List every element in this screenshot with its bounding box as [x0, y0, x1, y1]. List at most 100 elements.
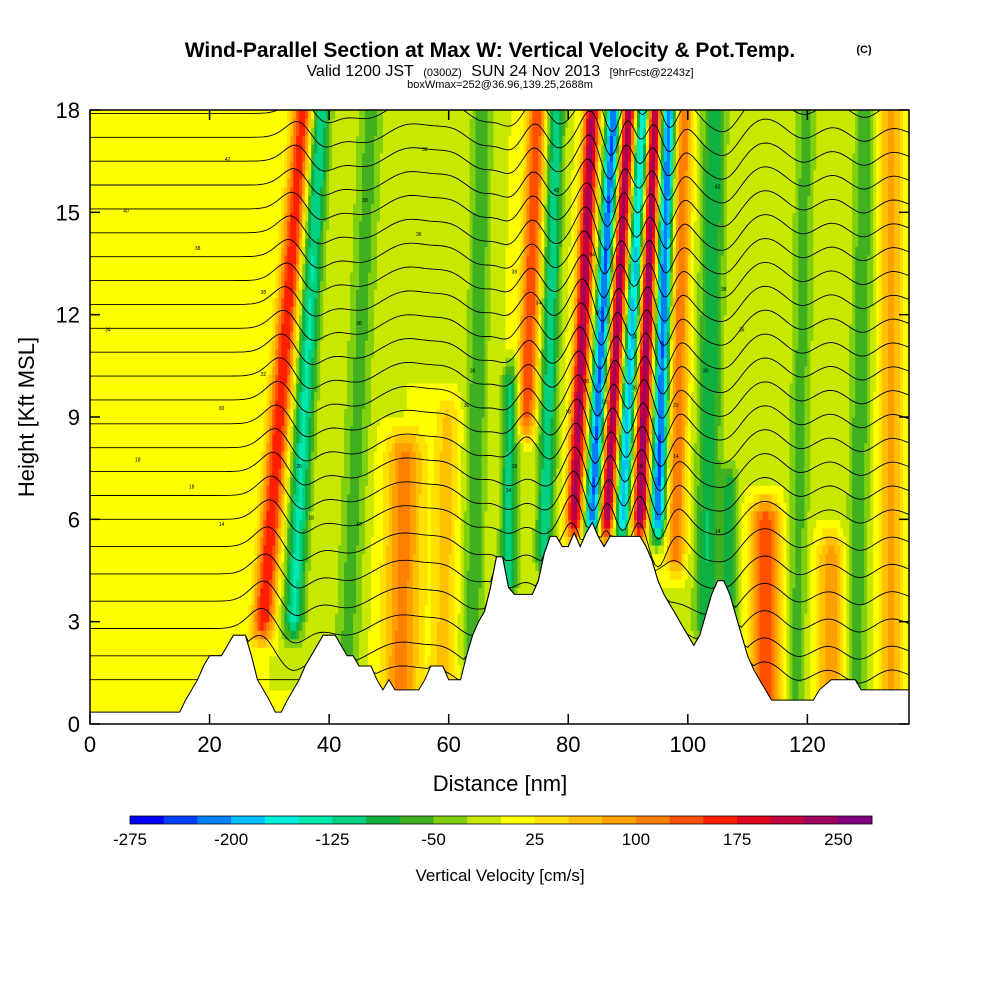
velocity-cell [113, 681, 118, 691]
velocity-cell [179, 476, 184, 486]
velocity-cell [137, 544, 142, 555]
velocity-cell [185, 647, 190, 657]
velocity-cell [167, 144, 172, 154]
velocity-cell [215, 220, 220, 230]
velocity-cell [221, 118, 226, 128]
velocity-cell [203, 178, 208, 188]
velocity-cell [92, 178, 97, 188]
velocity-cell [152, 434, 157, 444]
velocity-cell [218, 417, 223, 427]
velocity-cell [209, 493, 214, 503]
velocity-cell [239, 135, 244, 145]
velocity-cell [161, 570, 166, 580]
velocity-cell [146, 604, 151, 614]
velocity-cell [185, 519, 190, 529]
velocity-cell [143, 638, 148, 648]
velocity-cell [143, 254, 148, 265]
velocity-cell [140, 579, 145, 589]
velocity-cell [155, 527, 160, 537]
velocity-cell [185, 655, 190, 665]
velocity-cell [197, 553, 202, 563]
velocity-cell [173, 536, 178, 546]
velocity-cell [194, 178, 199, 188]
velocity-cell [164, 289, 169, 299]
velocity-cell [188, 246, 193, 256]
velocity-cell [167, 587, 172, 597]
velocity-cell [182, 434, 187, 444]
velocity-cell [221, 289, 226, 299]
velocity-cell [122, 561, 127, 572]
velocity-cell [149, 561, 154, 572]
velocity-cell [185, 553, 190, 563]
velocity-cell [90, 706, 94, 717]
velocity-cell [101, 220, 106, 230]
velocity-cell [182, 638, 187, 648]
velocity-cell [194, 664, 199, 674]
velocity-cell [125, 638, 130, 648]
velocity-cell [125, 263, 130, 273]
velocity-cell [107, 706, 112, 717]
velocity-cell [90, 681, 94, 691]
velocity-cell [116, 561, 121, 572]
velocity-cell [194, 229, 199, 239]
velocity-cell [170, 127, 175, 137]
velocity-cell [134, 451, 139, 461]
velocity-cell [176, 527, 181, 537]
velocity-cell [92, 254, 97, 265]
velocity-cell [110, 118, 115, 128]
velocity-cell [194, 655, 199, 665]
velocity-cell [152, 417, 157, 427]
velocity-cell [134, 374, 139, 384]
velocity-cell [185, 229, 190, 239]
velocity-cell [200, 425, 205, 435]
velocity-cell [179, 647, 184, 657]
velocity-cell [185, 289, 190, 299]
velocity-cell [167, 485, 172, 495]
velocity-cell [179, 331, 184, 341]
velocity-cell [176, 647, 181, 657]
velocity-cell [101, 527, 106, 537]
velocity-cell [113, 399, 118, 410]
velocity-cell [113, 391, 118, 401]
velocity-cell [179, 664, 184, 674]
velocity-cell [164, 365, 169, 375]
velocity-cell [143, 442, 148, 452]
velocity-cell [158, 425, 163, 435]
velocity-cell [203, 152, 208, 162]
velocity-cell [116, 604, 121, 614]
velocity-cell [227, 229, 232, 239]
velocity-cell [167, 689, 172, 700]
velocity-cell [176, 382, 181, 393]
velocity-cell [227, 459, 232, 469]
velocity-cell [197, 664, 202, 674]
velocity-cell [230, 178, 235, 188]
velocity-cell [125, 587, 130, 597]
velocity-cell [212, 647, 217, 657]
velocity-cell [119, 391, 124, 401]
velocity-cell [203, 417, 208, 427]
velocity-cell [107, 374, 112, 384]
velocity-cell [158, 382, 163, 393]
velocity-cell [203, 382, 208, 393]
velocity-cell [125, 672, 130, 682]
velocity-cell [90, 323, 94, 333]
velocity-cell [137, 553, 142, 563]
velocity-cell [221, 536, 226, 546]
velocity-cell [197, 604, 202, 614]
velocity-cell [194, 289, 199, 299]
velocity-cell [155, 195, 160, 205]
velocity-cell [113, 689, 118, 700]
velocity-cell [128, 374, 133, 384]
velocity-cell [191, 630, 196, 640]
velocity-cell [98, 502, 103, 512]
velocity-cell [167, 613, 172, 623]
velocity-cell [218, 425, 223, 435]
velocity-cell [200, 203, 205, 213]
velocity-cell [137, 144, 142, 154]
velocity-cell [239, 246, 244, 256]
velocity-cell [152, 118, 157, 128]
velocity-cell [143, 493, 148, 503]
velocity-cell [128, 212, 133, 222]
velocity-cell [236, 561, 241, 572]
velocity-cell [152, 331, 157, 341]
